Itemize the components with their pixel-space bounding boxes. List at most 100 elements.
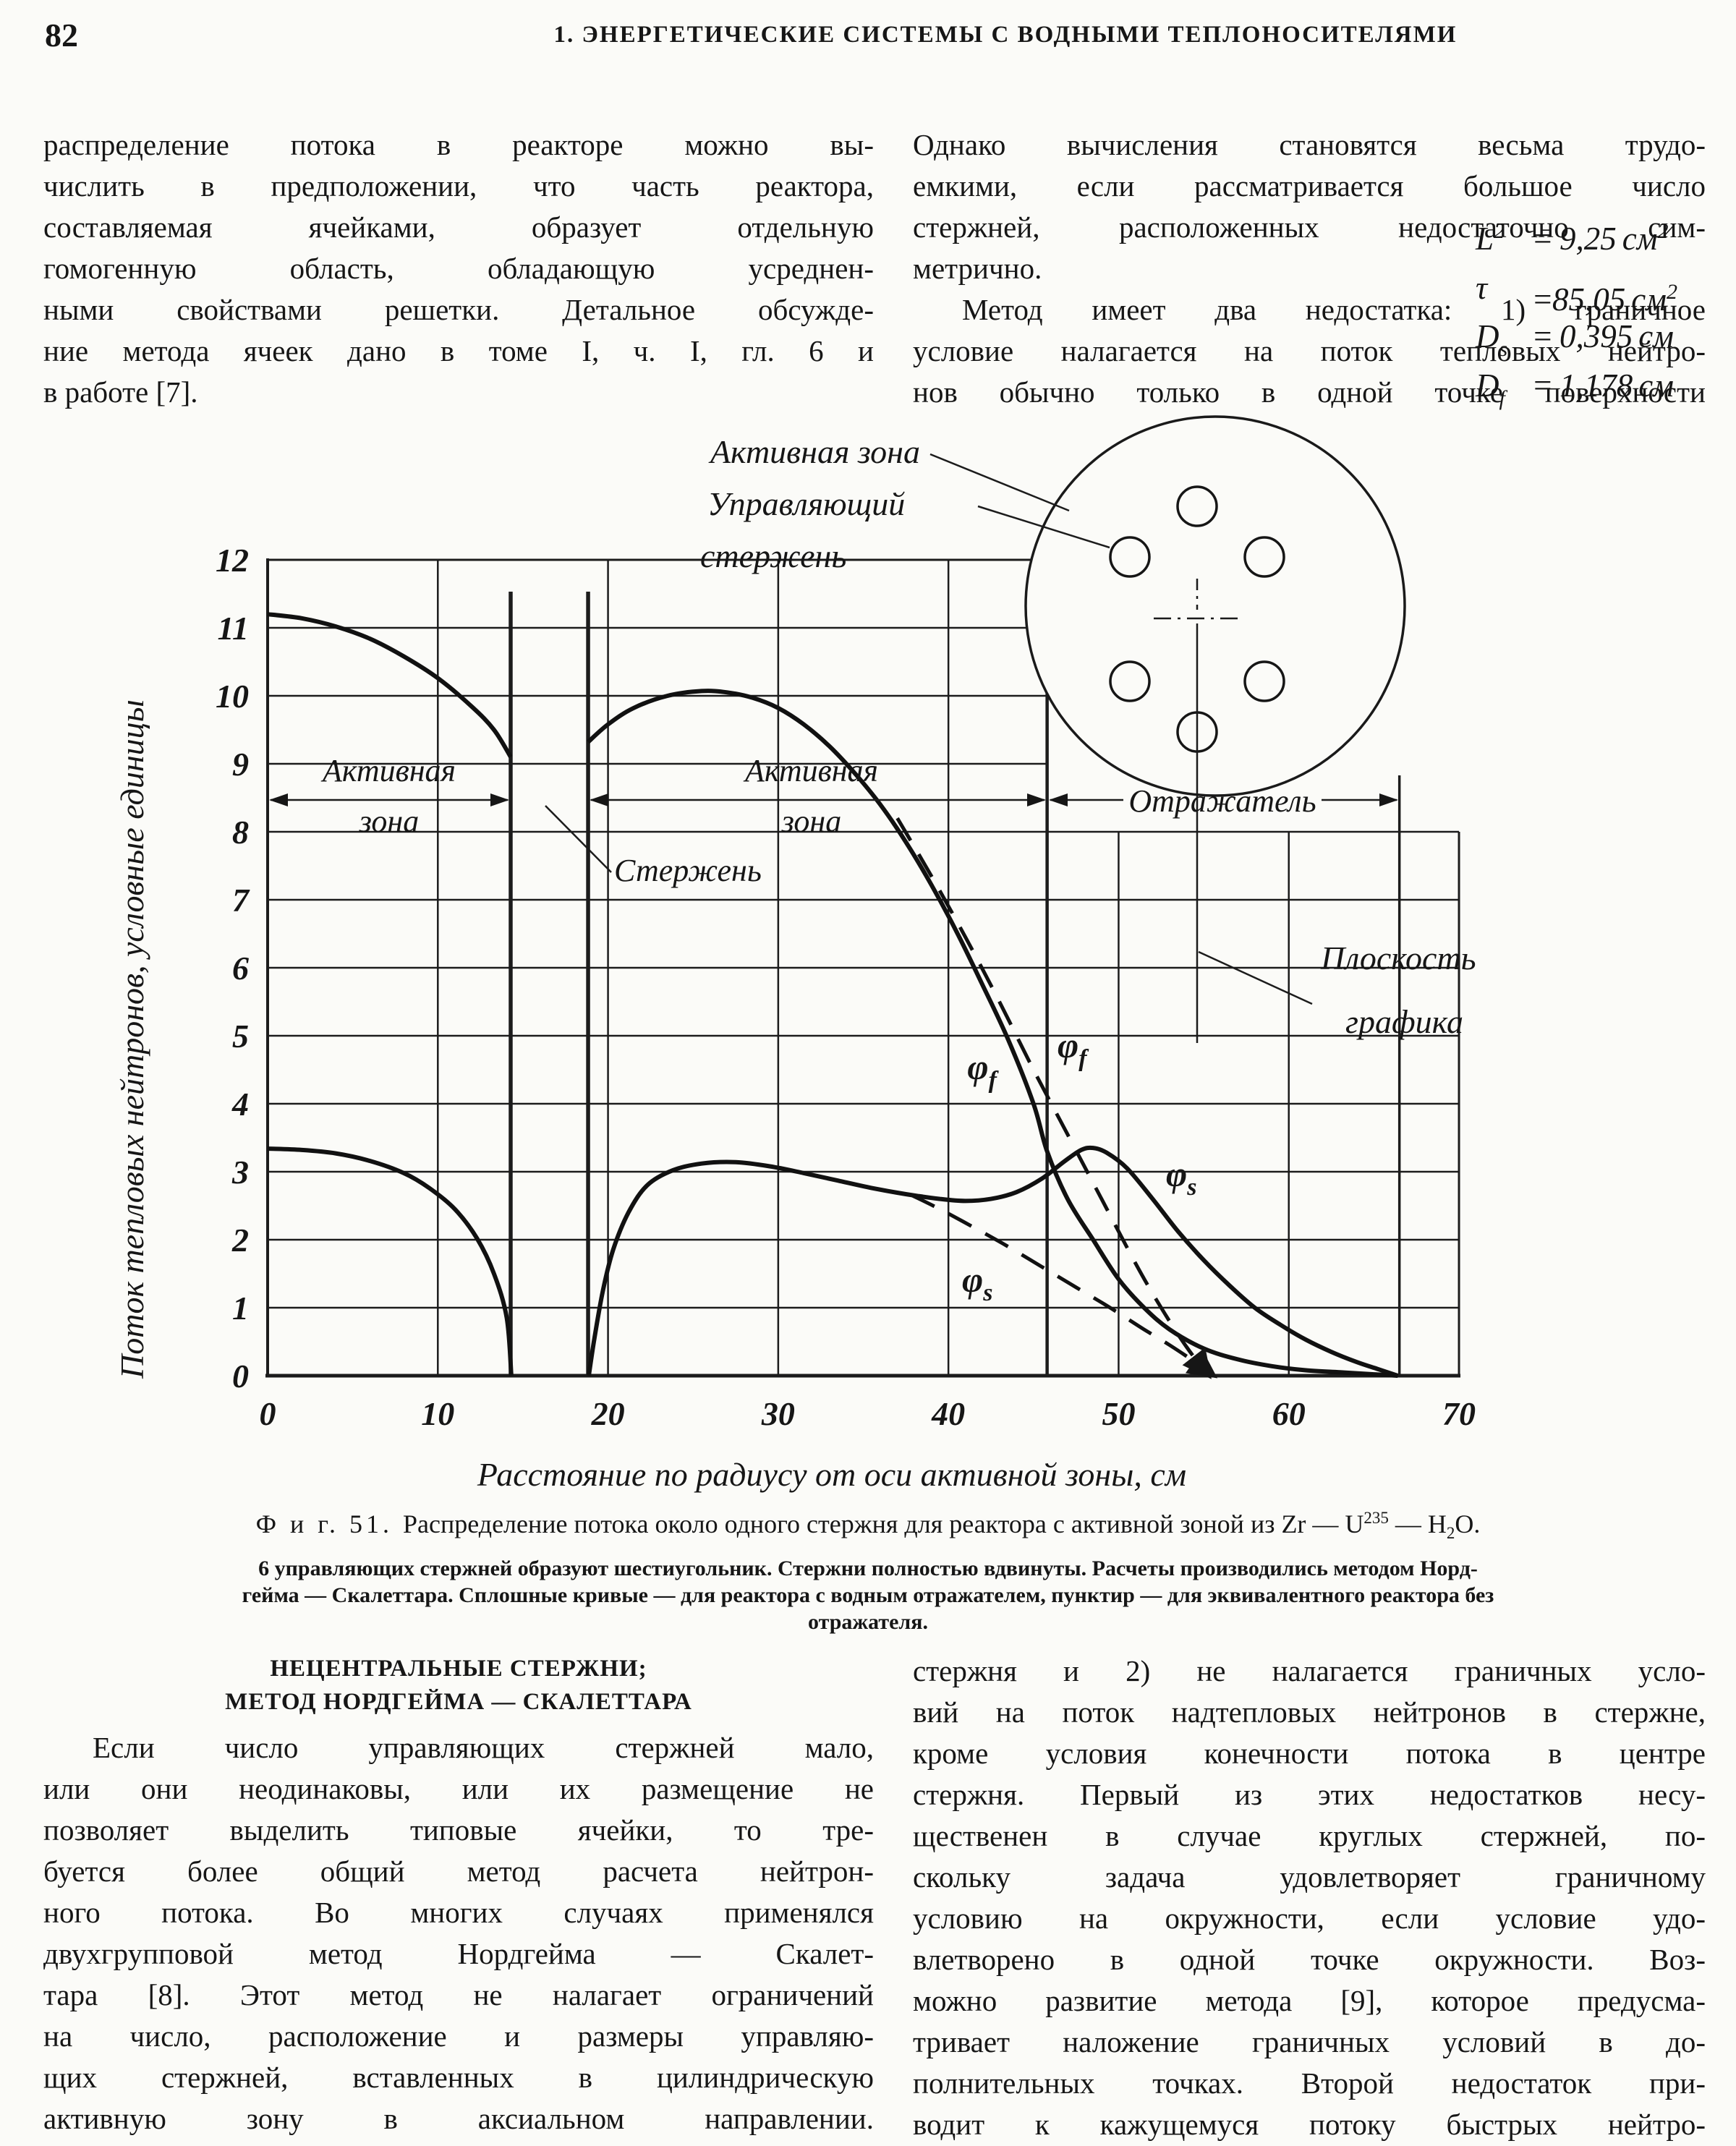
tick-label: 10 bbox=[216, 678, 249, 715]
text-line: гомогенную область, обладающую усреднен- bbox=[43, 252, 874, 285]
text-line: стержней, расположенных недостаточно сим… bbox=[913, 210, 1706, 244]
graph-plane-label-line1: Плоскость bbox=[1320, 940, 1476, 976]
x-axis-title: Расстояние по радиусу от оси активной зо… bbox=[477, 1456, 1186, 1493]
chart-grid bbox=[265, 558, 1461, 1378]
text-line: ного потока. Во многих случаях применялс… bbox=[43, 1896, 874, 1929]
section-heading: НЕЦЕНТРАЛЬНЫЕ СТЕРЖНИ; МЕТОД НОРДГЕЙМА —… bbox=[43, 1652, 874, 1719]
caption-note-line: отражателя. bbox=[808, 1610, 928, 1634]
text-line: составляемая ячейками, образует отдельну… bbox=[43, 210, 874, 244]
text-line: скольку задача удовлетворяет граничному bbox=[913, 1860, 1706, 1894]
tick-label: 20 bbox=[591, 1395, 625, 1432]
text-line: вий на поток надтепловых нейтронов в сте… bbox=[913, 1695, 1706, 1729]
curve-phi_f_solid_left_of_rod bbox=[267, 612, 513, 759]
param-tau: τ = 85,05 см2 bbox=[1476, 270, 1677, 318]
phi-s-solid-label: φs bbox=[1166, 1154, 1196, 1201]
reactor-cross-section-inset: Активная зона Управляющий стержень Плоск… bbox=[700, 219, 1677, 1043]
text-line: или они неодинаковы, или их размещение н… bbox=[43, 1772, 874, 1805]
tick-label: 8 bbox=[232, 814, 249, 851]
arrowhead bbox=[590, 793, 608, 806]
curve-phi_f_solid_main bbox=[587, 689, 1398, 1378]
tick-label: 5 bbox=[232, 1018, 249, 1055]
caption-note-line: 6 управляющих стержней образуют шестиуго… bbox=[258, 1557, 1478, 1580]
caption-superscript: 235 bbox=[1363, 1509, 1389, 1527]
zone2-label-line2: зона bbox=[781, 804, 841, 839]
top-left-column: распределение потока в реакторе можно вы… bbox=[43, 124, 874, 413]
text-line: числить в предположении, что часть реакт… bbox=[43, 169, 874, 203]
arrowhead bbox=[490, 793, 509, 806]
zone1-label-line2: зона bbox=[359, 804, 419, 839]
text-line: активную зону в аксиальном направлении. bbox=[43, 2102, 874, 2135]
running-head-title: 1. ЭНЕРГЕТИЧЕСКИЕ СИСТЕМЫ С ВОДНЫМИ ТЕПЛ… bbox=[553, 22, 1458, 48]
phi-f-solid-label: φf bbox=[967, 1047, 999, 1094]
control-rod-circle bbox=[1243, 536, 1285, 578]
flux-curves bbox=[267, 612, 1399, 1379]
text-line: водит к кажущемуся потоку быстрых нейтро… bbox=[913, 2108, 1706, 2141]
param-Ds: Ds = 0,395 см bbox=[1475, 318, 1674, 361]
text-line: Если число управляющих стержней мало, bbox=[93, 1731, 874, 1764]
text-line: влетворено в одной точке окружности. Воз… bbox=[913, 1943, 1706, 1976]
control-rod-circle bbox=[1243, 660, 1285, 702]
phi-f-dashed-label: φf bbox=[1058, 1025, 1089, 1072]
tick-label: 0 bbox=[260, 1395, 276, 1432]
section-heading-line2: МЕТОД НОРДГЕЙМА — СКАЛЕТТАРА bbox=[225, 1689, 692, 1715]
top-right-column: Однако вычисления становятся весьма труд… bbox=[913, 124, 1706, 413]
control-rod-circle bbox=[1176, 485, 1218, 527]
curve-phi_s_solid_main bbox=[587, 1145, 1399, 1378]
tick-label: 1 bbox=[232, 1290, 249, 1327]
rod-label: Стержень bbox=[614, 853, 762, 888]
tick-label: 2 bbox=[231, 1222, 249, 1259]
tick-label: 60 bbox=[1272, 1395, 1306, 1432]
text-line: щих стержней, вставленных в цилиндрическ… bbox=[43, 2061, 874, 2094]
text-line: в работе [7]. bbox=[43, 375, 198, 409]
text-line: тара [8]. Этот метод не налагает огранич… bbox=[43, 1978, 874, 2011]
tick-label: 11 bbox=[218, 610, 249, 647]
zone1-label-line1: Активная bbox=[320, 753, 456, 788]
leader-control-rod bbox=[977, 505, 1110, 549]
graph-plane-label-line2: графика bbox=[1345, 1003, 1463, 1040]
curve-phi_f_dashed_bare bbox=[895, 817, 1212, 1379]
leader-graph-plane bbox=[1198, 950, 1313, 1005]
figure-caption-notes: 6 управляющих стержней образуют шестиуго… bbox=[65, 1555, 1671, 1635]
caption-note-line: гейма — Скалеттара. Сплошные кривые — дл… bbox=[242, 1583, 1494, 1607]
text-line: щественен в случае круглых стержней, по- bbox=[913, 1819, 1706, 1852]
rod-leader-line bbox=[545, 805, 612, 873]
reactor-parameters: L2 = 9,25 см2 τ = 85,05 см2 Ds = 0,395 см D… bbox=[1475, 219, 1677, 410]
curve-phi_s_dashed_bare bbox=[910, 1193, 1218, 1379]
text-line: ние метода ячеек дано в томе I, ч. I, гл… bbox=[43, 334, 874, 367]
caption-subscript: 2 bbox=[1446, 1524, 1455, 1543]
phi-s-dashed-label: φs bbox=[962, 1259, 992, 1306]
control-rod-circle bbox=[1109, 660, 1151, 702]
tick-label: 12 bbox=[216, 542, 249, 579]
curve-phi_s_solid_left_of_rod bbox=[267, 1146, 514, 1376]
text-line: полнительных точках. Второй недостаток п… bbox=[913, 2066, 1706, 2100]
core-circle bbox=[1024, 415, 1406, 797]
text-line: можно развитие метода [9], которое преду… bbox=[913, 1984, 1706, 2017]
x-axis-ticks: 0 10 20 30 40 50 60 70 bbox=[260, 1395, 1476, 1432]
tick-label: 50 bbox=[1102, 1395, 1135, 1432]
arrowhead bbox=[1379, 793, 1398, 806]
text-line: Метод имеет два недостатка: 1) граничное bbox=[962, 293, 1706, 326]
control-rod-label-line1: Управляющий bbox=[707, 485, 905, 522]
text-line: ными свойствами решетки. Детальное обсуж… bbox=[43, 293, 874, 326]
tick-label: 40 bbox=[931, 1395, 965, 1432]
zone2-label-line1: Активная bbox=[743, 753, 878, 788]
y-axis-title: Поток тепловых нейтронов, условные едини… bbox=[114, 699, 150, 1379]
text-line: емкими, если рассматривается большое чис… bbox=[913, 169, 1706, 203]
bottom-left-column: Если число управляющих стержней мало, или… bbox=[43, 1727, 874, 2139]
region-annotations: Активная зона Активная зона Отражатель С… bbox=[269, 753, 1398, 888]
param-L2: L2 = 9,25 см2 bbox=[1475, 219, 1668, 257]
param-Df: Df = 1,178 см bbox=[1475, 367, 1674, 410]
figure-caption-text: Распределение потока около одного стержн… bbox=[403, 1510, 1364, 1538]
leader-active-zone bbox=[929, 453, 1070, 512]
arrowhead bbox=[1027, 793, 1046, 806]
tick-label: 7 bbox=[232, 882, 250, 919]
text-line: Однако вычисления становятся весьма труд… bbox=[913, 128, 1706, 161]
curve-labels: φf φf φs φs bbox=[962, 1025, 1196, 1306]
text-line: стержня. Первый из этих недостатков несу… bbox=[913, 1778, 1706, 1811]
page-number: 82 bbox=[45, 17, 78, 54]
figure-caption-text: O. bbox=[1455, 1510, 1481, 1538]
tick-label: 30 bbox=[761, 1395, 795, 1432]
